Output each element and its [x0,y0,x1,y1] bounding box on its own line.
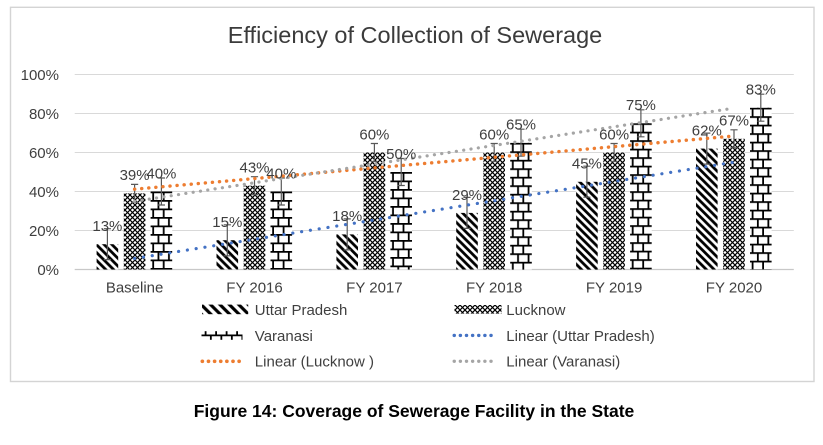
svg-text:Uttar Pradesh: Uttar Pradesh [255,302,348,319]
svg-text:43%: 43% [239,160,269,177]
svg-text:62%: 62% [692,122,722,139]
svg-text:29%: 29% [452,187,482,204]
svg-text:67%: 67% [719,113,749,130]
svg-text:Linear (Uttar Pradesh): Linear (Uttar Pradesh) [506,328,654,345]
svg-text:Lucknow: Lucknow [506,302,565,319]
svg-text:Efficiency of Collection of Se: Efficiency of Collection of Sewerage [228,22,602,48]
svg-text:Varanasi: Varanasi [255,328,313,345]
svg-text:0%: 0% [37,262,59,279]
svg-text:Baseline: Baseline [106,280,164,297]
svg-text:18%: 18% [332,208,362,225]
svg-text:60%: 60% [599,126,629,143]
svg-text:20%: 20% [29,223,59,240]
svg-text:83%: 83% [746,82,776,99]
svg-text:15%: 15% [212,214,242,231]
svg-text:80%: 80% [29,106,59,123]
svg-text:FY 2020: FY 2020 [706,280,762,297]
svg-text:60%: 60% [479,126,509,143]
svg-text:39%: 39% [120,167,150,184]
svg-text:13%: 13% [92,218,122,235]
svg-text:60%: 60% [29,145,59,162]
svg-text:40%: 40% [29,184,59,201]
svg-text:60%: 60% [359,126,389,143]
svg-text:50%: 50% [386,146,416,163]
svg-text:Figure 14: Coverage of Sewerag: Figure 14: Coverage of Sewerage Facility… [194,401,635,421]
svg-text:75%: 75% [626,97,656,114]
svg-text:FY 2019: FY 2019 [586,280,642,297]
svg-text:FY 2017: FY 2017 [346,280,402,297]
svg-text:65%: 65% [506,117,536,134]
svg-text:Linear (Varanasi): Linear (Varanasi) [506,354,620,371]
svg-text:FY 2016: FY 2016 [226,280,282,297]
svg-text:FY 2018: FY 2018 [466,280,522,297]
svg-text:100%: 100% [21,67,59,84]
svg-text:Linear (Lucknow ): Linear (Lucknow ) [255,354,374,371]
svg-text:40%: 40% [146,165,176,182]
svg-text:45%: 45% [572,156,602,173]
svg-text:40%: 40% [266,165,296,182]
